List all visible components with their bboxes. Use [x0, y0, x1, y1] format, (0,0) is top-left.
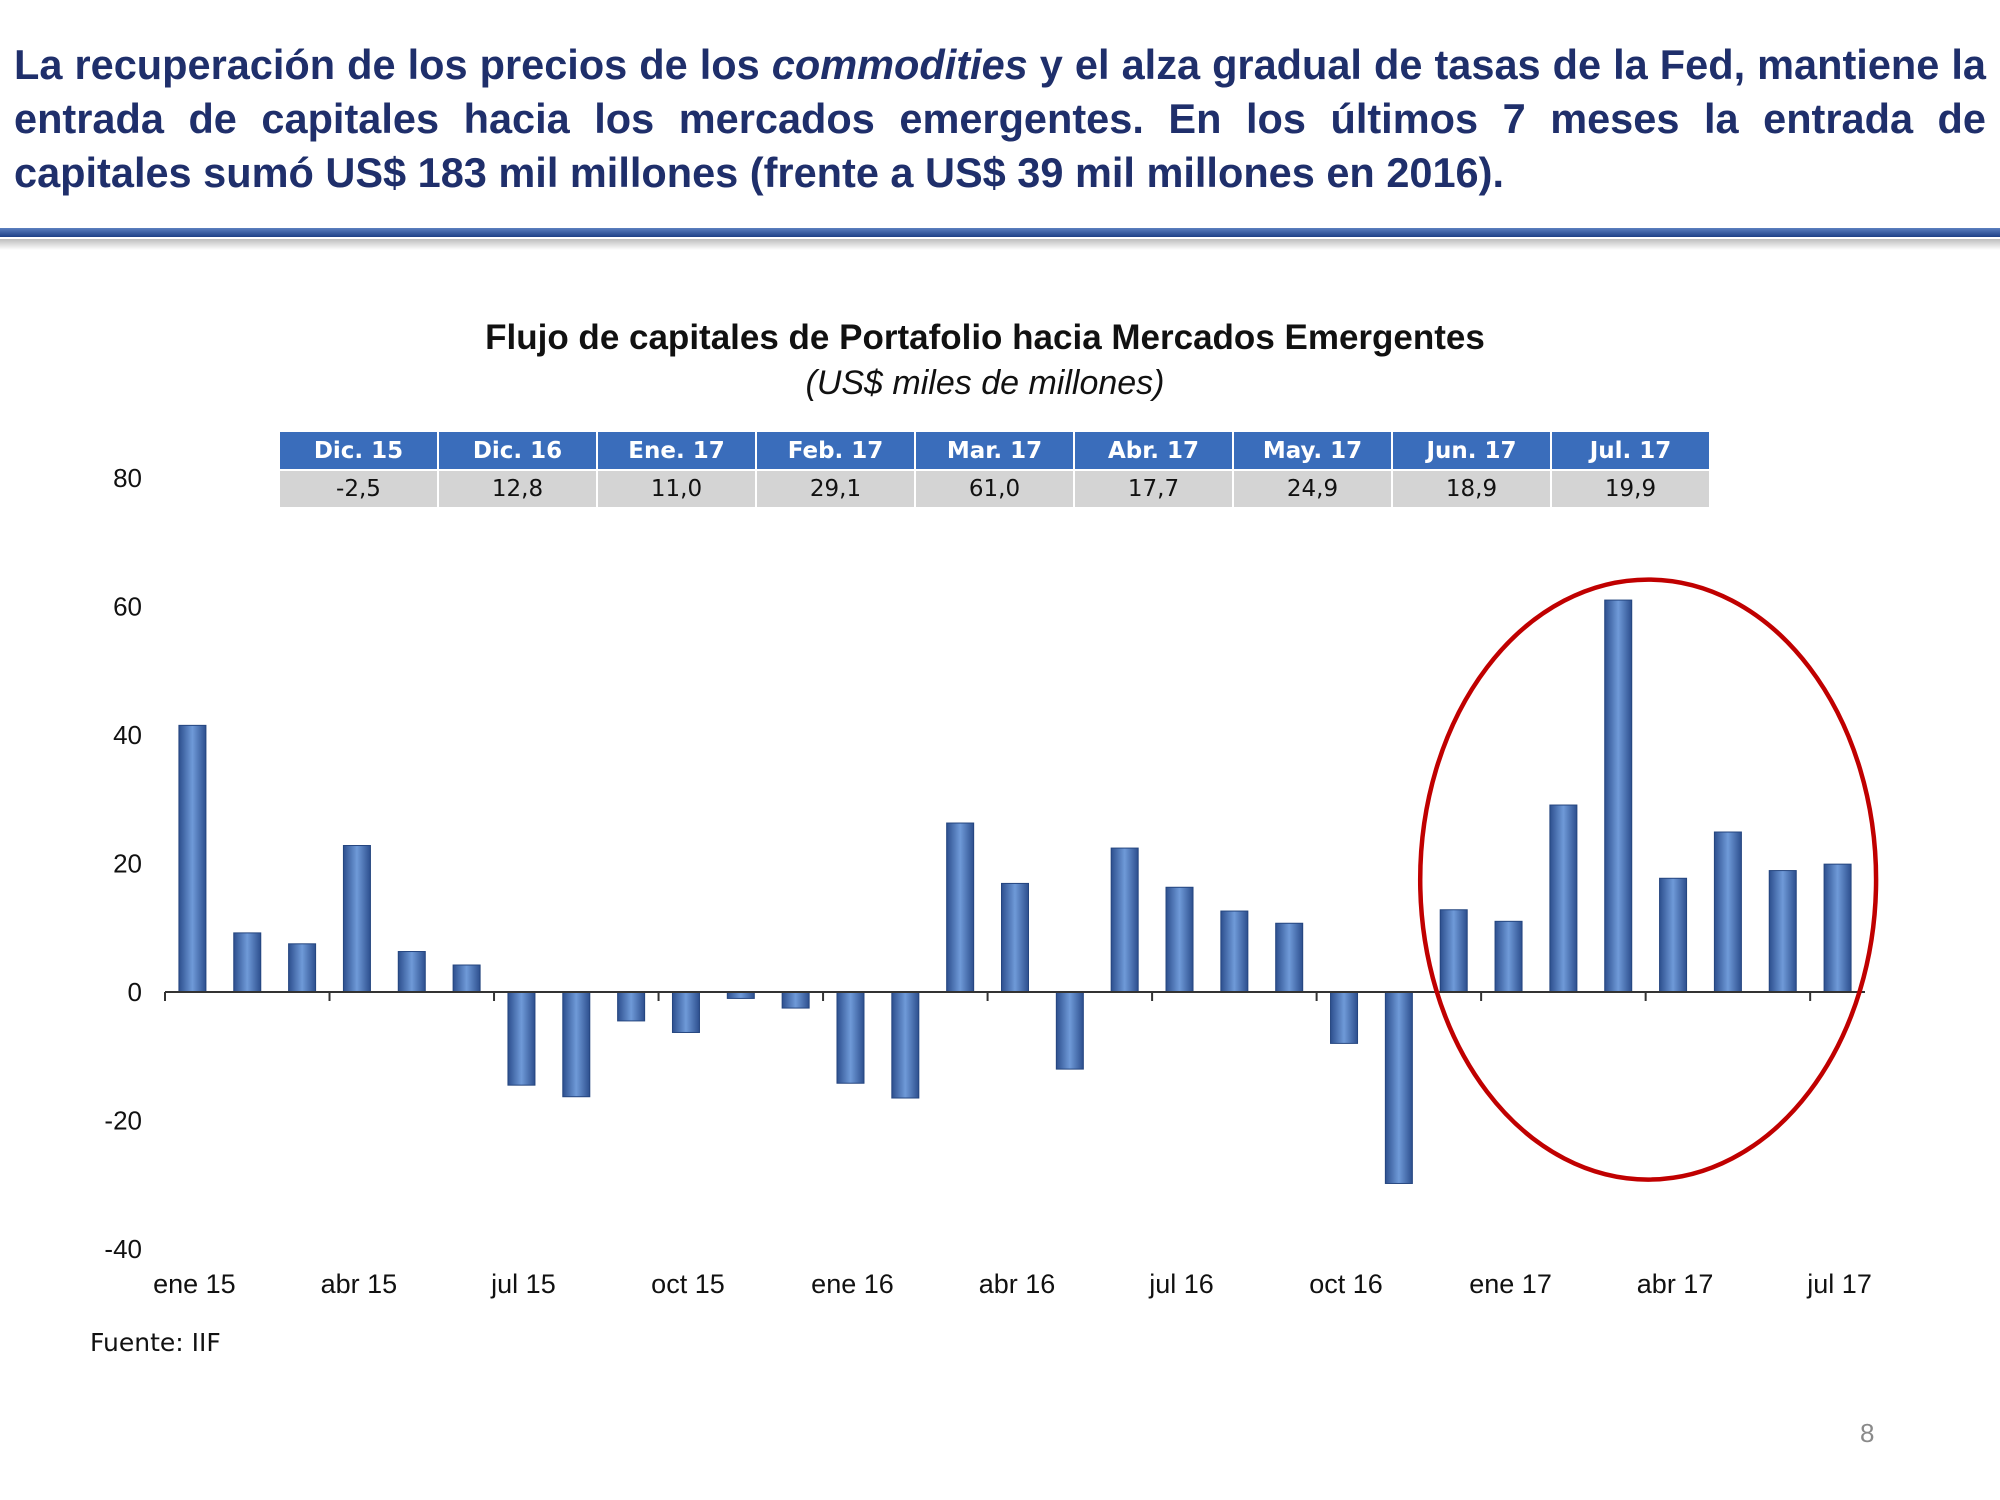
chart-axes: 80 60 40 20 0 -20 -40 ene 15 abr 15 jul 15 oct 15 e…: [104, 463, 1871, 1299]
bar-jun-16: [1110, 847, 1139, 993]
page-number: 8: [1860, 1418, 1875, 1448]
x-tick-label: abr 16: [979, 1269, 1056, 1299]
header-divider-shadow: [0, 239, 2000, 250]
summary-table: Dic. 15 Dic. 16 Ene. 17 Feb. 17 Mar. 17 …: [278, 430, 1711, 509]
summary-header-cell: Dic. 16: [437, 430, 598, 471]
bar-jul-16: [1165, 886, 1194, 993]
x-tick-label: abr 15: [321, 1269, 398, 1299]
bar-jul-15: [507, 991, 536, 1086]
bar-feb-17: [1549, 804, 1578, 993]
summary-value-cell: -2,5: [278, 469, 439, 509]
bar-dic-15: [781, 991, 810, 1009]
bar-abr-15: [342, 845, 371, 993]
summary-value-cell: 11,0: [596, 469, 757, 509]
x-tick-label: jul 15: [490, 1269, 556, 1299]
summary-header-cell: Mar. 17: [914, 430, 1075, 471]
summary-header-row: Dic. 15 Dic. 16 Ene. 17 Feb. 17 Mar. 17 …: [278, 430, 1711, 471]
y-tick-label: -40: [104, 1234, 142, 1264]
bar-oct-15: [671, 991, 700, 1033]
summary-header-cell: Jun. 17: [1391, 430, 1552, 471]
bar-nov-16: [1384, 991, 1413, 1184]
x-tick-label: ene 15: [153, 1269, 236, 1299]
bar-ene-17: [1494, 920, 1523, 993]
summary-value-cell: 12,8: [437, 469, 598, 509]
bar-may-16: [1055, 991, 1084, 1070]
source-note: Fuente: IIF: [90, 1328, 221, 1357]
bar-feb-16: [891, 991, 920, 1099]
highlight-ellipse: [1417, 577, 1879, 1182]
y-tick-label: 40: [113, 720, 142, 750]
summary-value-cell: 29,1: [755, 469, 916, 509]
y-tick-label: 80: [113, 463, 142, 493]
bar-abr-16: [1001, 882, 1029, 993]
bar-ene-15: [178, 724, 207, 993]
summary-value-cell: 61,0: [914, 469, 1075, 509]
summary-value-cell: 19,9: [1550, 469, 1711, 509]
bar-mar-17: [1604, 599, 1633, 993]
x-tick-label: ene 17: [1469, 1269, 1552, 1299]
bar-abr-17: [1659, 877, 1688, 993]
bar-sep-15: [617, 991, 646, 1022]
highlight-annotation: [1417, 577, 1879, 1182]
headline-emphasis: commodities: [771, 41, 1028, 88]
x-tick-label: jul 17: [1806, 1269, 1872, 1299]
summary-header-cell: Ene. 17: [596, 430, 757, 471]
y-tick-label: 0: [128, 977, 142, 1007]
bar-ago-15: [562, 991, 591, 1098]
bar-series: [178, 599, 1852, 1184]
bar-feb-15: [233, 932, 262, 993]
headline-part-2: y el alza gradual de tasas de la Fed, ma…: [14, 41, 1986, 196]
headline-part-1: La recuperación de los precios de los: [14, 41, 772, 88]
x-tick-label: jul 16: [1148, 1269, 1214, 1299]
summary-value-cell: 18,9: [1391, 469, 1552, 509]
summary-value-cell: 24,9: [1232, 469, 1393, 509]
summary-header-cell: Jul. 17: [1550, 430, 1711, 471]
bar-may-17: [1713, 831, 1742, 993]
summary-header-cell: Dic. 15: [278, 430, 439, 471]
bar-oct-16: [1330, 991, 1359, 1044]
summary-header-cell: Abr. 17: [1073, 430, 1234, 471]
x-tick-label: ene 16: [811, 1269, 894, 1299]
summary-value-row: -2,5 12,8 11,0 29,1 61,0 17,7 24,9 18,9 …: [278, 469, 1711, 509]
header-divider: [0, 228, 2000, 237]
bar-dic-16: [1439, 909, 1468, 993]
summary-header-cell: Feb. 17: [755, 430, 916, 471]
bar-may-15: [397, 951, 426, 993]
bar-ago-16: [1220, 910, 1249, 993]
summary-header-cell: May. 17: [1232, 430, 1393, 471]
slide-headline: La recuperación de los precios de los co…: [14, 38, 1986, 200]
chart-subtitle: (US$ miles de millones): [805, 364, 1165, 402]
bar-jun-15: [452, 964, 481, 993]
y-tick-label: 20: [113, 849, 142, 879]
bar-jul-17: [1823, 863, 1852, 993]
bar-mar-15: [288, 943, 317, 993]
bar-sep-16: [1275, 922, 1304, 993]
summary-value-cell: 17,7: [1073, 469, 1234, 509]
bar-mar-16: [946, 822, 975, 993]
x-tick-label: oct 16: [1309, 1269, 1383, 1299]
bar-jun-17: [1768, 870, 1797, 993]
y-tick-label: -20: [104, 1106, 142, 1136]
bar-ene-16: [836, 991, 865, 1084]
x-tick-label: oct 15: [651, 1269, 725, 1299]
chart-title: Flujo de capitales de Portafolio hacia M…: [485, 318, 1485, 357]
y-tick-label: 60: [113, 592, 142, 622]
x-tick-label: abr 17: [1637, 1269, 1714, 1299]
